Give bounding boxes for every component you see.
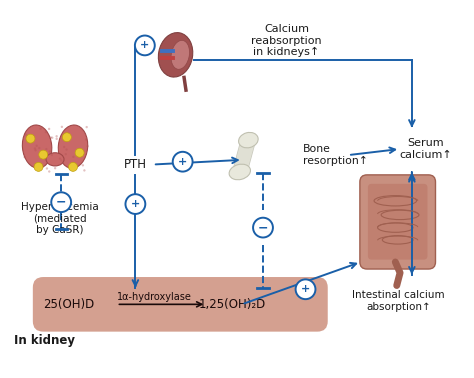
Circle shape: [85, 138, 87, 141]
Ellipse shape: [58, 125, 88, 168]
Circle shape: [48, 170, 50, 173]
Circle shape: [78, 148, 80, 150]
Text: +: +: [178, 157, 187, 167]
Text: 1,25(OH)₂D: 1,25(OH)₂D: [199, 298, 266, 311]
Text: 1α-hydroxylase: 1α-hydroxylase: [117, 292, 191, 302]
Circle shape: [51, 192, 71, 212]
Text: Serum
calcium↑: Serum calcium↑: [400, 138, 452, 160]
Circle shape: [32, 136, 35, 138]
Text: +: +: [140, 40, 149, 50]
Circle shape: [26, 137, 28, 139]
Text: In kidney: In kidney: [14, 334, 75, 347]
Text: PTH: PTH: [124, 158, 147, 171]
Circle shape: [72, 156, 74, 158]
Circle shape: [51, 136, 54, 139]
Circle shape: [48, 128, 50, 130]
Text: −: −: [56, 196, 66, 209]
Text: Hypercalcemia
(mediated
by CaSR): Hypercalcemia (mediated by CaSR): [21, 201, 99, 235]
Text: Calcium
reabsorption
in kidneys↑: Calcium reabsorption in kidneys↑: [251, 24, 322, 57]
Ellipse shape: [229, 164, 250, 180]
Circle shape: [39, 128, 42, 130]
Circle shape: [64, 153, 67, 155]
Ellipse shape: [238, 132, 258, 148]
Circle shape: [55, 135, 58, 138]
Circle shape: [46, 167, 48, 170]
FancyBboxPatch shape: [360, 175, 436, 269]
Ellipse shape: [46, 153, 64, 166]
Text: +: +: [301, 284, 310, 294]
Circle shape: [65, 149, 68, 151]
Circle shape: [34, 163, 43, 171]
Circle shape: [61, 125, 63, 128]
Text: 25(OH)D: 25(OH)D: [44, 298, 95, 311]
Text: Bone
resorption↑: Bone resorption↑: [303, 144, 368, 166]
Circle shape: [55, 138, 58, 140]
Circle shape: [63, 146, 65, 148]
Circle shape: [60, 160, 63, 162]
Text: Intestinal calcium
absorption↑: Intestinal calcium absorption↑: [352, 290, 445, 312]
Circle shape: [83, 169, 86, 172]
Ellipse shape: [158, 33, 193, 77]
Circle shape: [82, 164, 84, 166]
Circle shape: [36, 144, 38, 147]
Circle shape: [85, 126, 88, 128]
Circle shape: [45, 131, 47, 133]
Circle shape: [39, 150, 48, 159]
Circle shape: [69, 163, 77, 171]
Circle shape: [173, 152, 192, 172]
Circle shape: [135, 36, 155, 55]
Circle shape: [296, 279, 316, 299]
Circle shape: [50, 136, 52, 139]
Circle shape: [126, 194, 146, 214]
Circle shape: [75, 148, 84, 157]
FancyBboxPatch shape: [368, 184, 428, 260]
Circle shape: [23, 156, 26, 158]
Text: −: −: [258, 221, 268, 234]
Ellipse shape: [171, 40, 190, 69]
Circle shape: [66, 133, 68, 135]
Circle shape: [38, 147, 40, 149]
Circle shape: [63, 133, 72, 142]
Ellipse shape: [22, 125, 52, 168]
Circle shape: [34, 147, 36, 150]
Text: +: +: [131, 199, 140, 209]
Circle shape: [45, 148, 47, 150]
Circle shape: [54, 167, 56, 169]
Circle shape: [26, 134, 35, 143]
Circle shape: [25, 134, 27, 136]
FancyBboxPatch shape: [33, 277, 328, 332]
Circle shape: [34, 149, 36, 152]
Circle shape: [86, 145, 89, 147]
Circle shape: [59, 157, 61, 160]
Circle shape: [51, 154, 53, 156]
Circle shape: [48, 150, 51, 153]
Circle shape: [253, 218, 273, 237]
